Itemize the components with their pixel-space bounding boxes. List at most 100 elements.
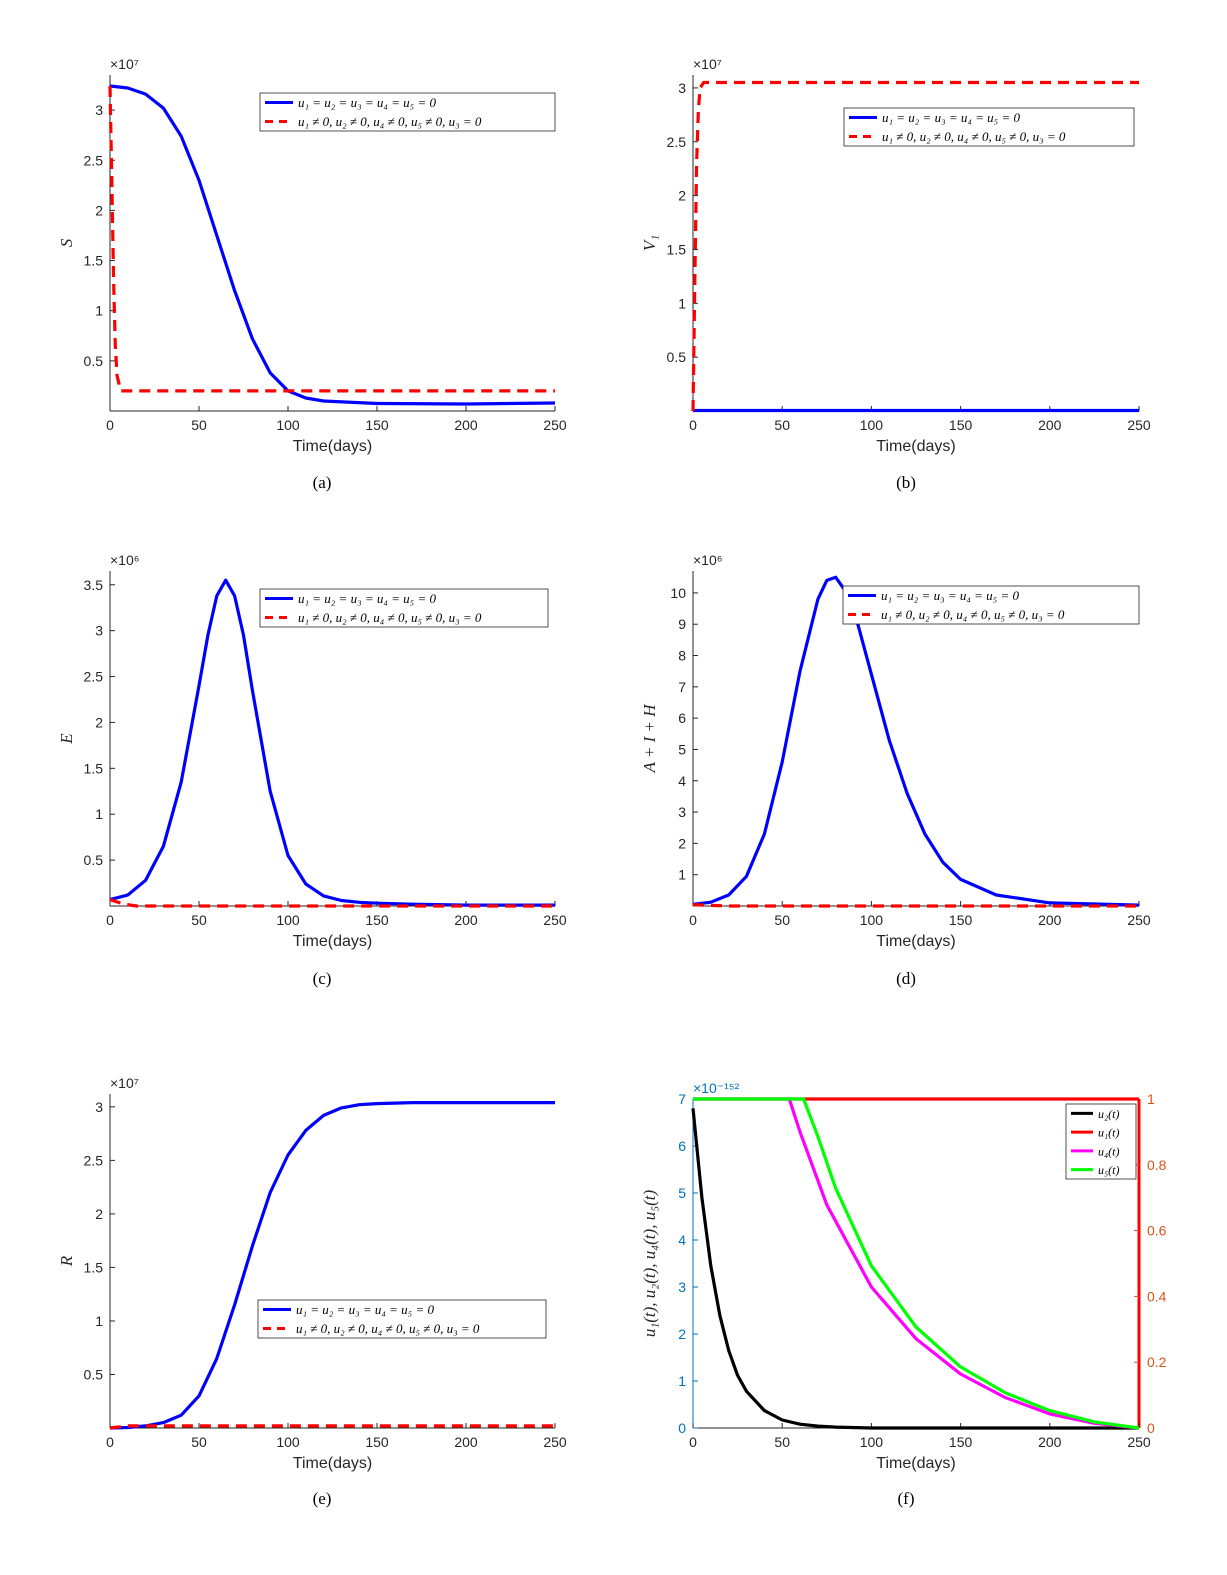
axis-exponent: ×10⁷: [110, 56, 139, 72]
y-tick-label: 1: [678, 295, 686, 311]
series-line-1: [109, 1100, 555, 1430]
y-tick-label: 2: [678, 188, 686, 204]
legend: u₁ = u₂ = u₃ = u₄ = u₅ = 0 u₁ ≠ 0, u₂ ≠ 0…: [257, 1299, 547, 1339]
y-tick-label: 3: [678, 80, 686, 96]
legend: u₁ = u₂ = u₃ = u₄ = u₅ = 0 u₁ ≠ 0, u₂ ≠ 0…: [259, 92, 556, 132]
x-tick-label: 100: [276, 912, 300, 928]
x-tick-label: 200: [1038, 417, 1062, 433]
legend-label: u₁ = u₂ = u₃ = u₄ = u₅ = 0: [296, 1302, 434, 1317]
chart-panel-b: 0 50 100 150 200 250 0.5 1 1.5 2 2.5 3 ×10⁷ Time(days…: [640, 56, 1151, 492]
y-tick-label: 1: [95, 806, 103, 822]
y-tick-label: 1: [95, 1313, 103, 1329]
y-right-tick-label: 0.6: [1147, 1223, 1167, 1239]
y-tick-label: 1: [95, 303, 103, 319]
x-tick-label: 50: [191, 417, 207, 433]
x-tick-label: 250: [1127, 912, 1151, 928]
y-tick-label: 0.5: [84, 353, 104, 369]
y-tick-label: 2.5: [84, 669, 104, 685]
x-axis-label: Time(days): [293, 1455, 372, 1472]
y-axis-label: R: [57, 1255, 76, 1267]
legend-label: u₁ = u₂ = u₃ = u₄ = u₅ = 0: [298, 95, 436, 110]
x-tick-label: 200: [1038, 1434, 1062, 1450]
y-tick-label: 8: [678, 648, 686, 664]
legend-box: [843, 107, 1135, 147]
y-tick-label: 3: [678, 1279, 686, 1295]
x-tick-label: 100: [276, 417, 300, 433]
x-tick-label: 200: [1038, 912, 1062, 928]
x-tick-label: 200: [454, 1434, 478, 1450]
legend-label: u₁ = u₂ = u₃ = u₄ = u₅ = 0: [881, 588, 1019, 603]
legend-label: u₅(t): [1098, 1163, 1120, 1177]
x-tick-label: 100: [860, 1434, 884, 1450]
y-tick-label: 2: [95, 1206, 103, 1222]
x-tick-label: 0: [689, 1434, 697, 1450]
y-tick-label: 2.5: [84, 152, 104, 168]
y-tick-label: 0.5: [84, 1366, 104, 1382]
x-tick-label: 50: [774, 417, 790, 433]
legend-box: [259, 92, 556, 132]
y-right-tick-label: 0.8: [1147, 1157, 1167, 1173]
legend-label: u₄(t): [1098, 1144, 1120, 1158]
series-line-2: [691, 80, 1139, 412]
y-tick-label: 7: [678, 1091, 686, 1107]
x-axis-label: Time(days): [293, 933, 372, 950]
y-axis-label: A + I + H: [640, 703, 659, 774]
chart-panel-e: 0 50 100 150 200 250 0.5 1 1.5 2 2.5 3 ×10⁷ Time(days…: [57, 1075, 567, 1508]
series-line-2: [692, 903, 1139, 908]
panel-caption: (f): [898, 1489, 915, 1508]
x-tick-label: 0: [689, 417, 697, 433]
legend-label: u₂(t): [1098, 1107, 1120, 1121]
x-tick-label: 250: [1127, 1434, 1151, 1450]
x-tick-label: 50: [191, 1434, 207, 1450]
x-tick-label: 150: [365, 1434, 389, 1450]
chart-panel-c: 0 50 100 150 200 250 0.5 1 1.5 2 2.5 3 3.5 ×10⁶ Time(d…: [57, 552, 567, 988]
axis-exponent: ×10⁷: [693, 56, 722, 72]
series-line-1: [692, 575, 1140, 907]
y-right-tick-label: 0.2: [1147, 1354, 1167, 1370]
legend-box: [259, 588, 549, 628]
series-line-2: [109, 1424, 555, 1430]
chart-panel-f: 0 50 100 150 200 2500123456700.20.40.60.81×10…: [640, 1080, 1167, 1508]
axis-exponent: ×10⁻¹⁵²: [693, 1080, 740, 1096]
x-tick-label: 0: [106, 912, 114, 928]
x-tick-label: 100: [860, 417, 884, 433]
y-tick-label: 3: [95, 1099, 103, 1115]
x-tick-label: 250: [543, 1434, 567, 1450]
x-axis-label: Time(days): [876, 1455, 955, 1472]
y-tick-label: 2: [95, 714, 103, 730]
legend-label: u₁ ≠ 0, u₂ ≠ 0, u₄ ≠ 0, u₅ ≠ 0, u₃ = 0: [881, 607, 1065, 622]
x-tick-label: 250: [543, 912, 567, 928]
y-tick-label: 2: [95, 202, 103, 218]
y-tick-label: 1.5: [667, 241, 687, 257]
chart-panel-d: 0 50 100 150 200 250 1 2 3 4 5 6 7 8 9 10 ×10⁶ Time(days)…: [640, 552, 1151, 988]
legend: u₁ = u₂ = u₃ = u₄ = u₅ = 0 u₁ ≠ 0, u₂ ≠ 0…: [843, 107, 1135, 147]
legend-box: [257, 1299, 547, 1339]
y-tick-label: 4: [678, 773, 686, 789]
y-right-tick-label: 1: [1147, 1091, 1155, 1107]
x-tick-label: 50: [774, 912, 790, 928]
legend: u₂(t) u₁(t) u₄(t) u₅(t): [1065, 1103, 1137, 1180]
y-tick-label: 10: [670, 585, 686, 601]
axis-exponent: ×10⁶: [693, 552, 723, 568]
series-line-1: [691, 1108, 1139, 1430]
x-tick-label: 100: [276, 1434, 300, 1450]
x-tick-label: 200: [454, 912, 478, 928]
x-axis-label: Time(days): [293, 438, 372, 455]
y-tick-label: 2.5: [84, 1152, 104, 1168]
y-tick-label: 7: [678, 679, 686, 695]
panel-caption: (c): [313, 969, 332, 988]
x-tick-label: 150: [365, 912, 389, 928]
panel-caption: (b): [896, 473, 916, 492]
legend-label: u₁ ≠ 0, u₂ ≠ 0, u₄ ≠ 0, u₅ ≠ 0, u₃ = 0: [882, 129, 1066, 144]
y-tick-label: 1.5: [84, 760, 104, 776]
y-axis-label: V₁: [640, 235, 659, 251]
legend-box: [842, 585, 1140, 625]
x-axis-label: Time(days): [876, 933, 955, 950]
x-tick-label: 100: [860, 912, 884, 928]
axis-exponent: ×10⁶: [110, 552, 140, 568]
x-tick-label: 0: [689, 912, 697, 928]
y-tick-label: 2.5: [667, 134, 687, 150]
x-axis-label: Time(days): [876, 438, 955, 455]
y-tick-label: 1: [678, 867, 686, 883]
